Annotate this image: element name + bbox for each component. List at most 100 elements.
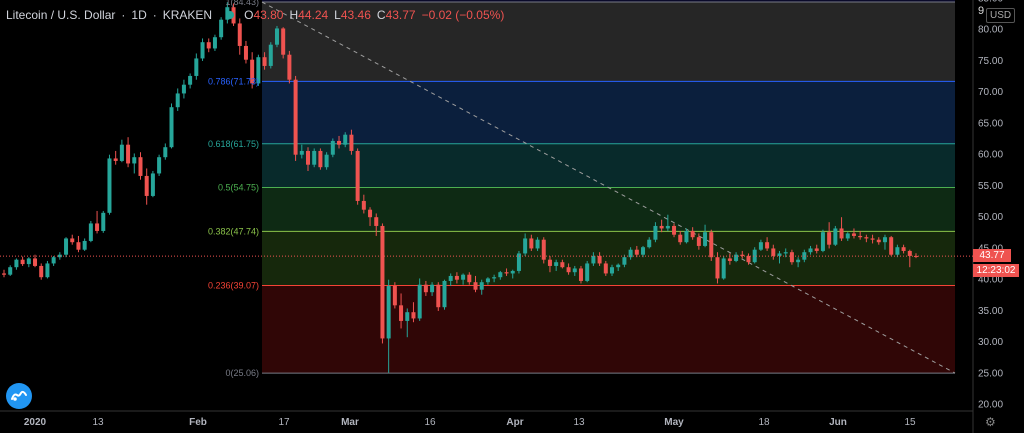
candle-body [516,253,521,271]
candle-body [734,254,739,261]
candle [529,234,534,251]
candle [858,230,863,240]
candle [721,255,726,280]
candle-body [399,305,404,321]
candle-body [479,282,484,290]
candle [119,139,124,163]
ohlc-close: C43.77 [377,8,416,22]
candle [895,244,900,258]
candle-body [485,278,490,283]
candle-body [622,257,627,265]
candle-body [665,225,670,229]
currency-badge[interactable]: USD [986,8,1016,23]
candle-body [752,249,757,263]
candle [132,153,137,174]
candle [516,250,521,274]
candle-body [833,228,838,245]
candle-body [243,45,248,60]
candle [194,53,199,80]
candle-body [324,154,329,168]
time-tick-label: 16 [424,417,436,428]
candle-body [132,157,137,164]
candle [212,34,217,51]
candle [243,40,248,64]
candle [541,237,546,264]
candle-body [101,212,106,231]
candle-body [858,235,863,238]
gear-icon[interactable]: ⚙ [985,415,996,429]
fib-zone [262,285,955,374]
symbol-name[interactable]: Litecoin / U.S. Dollar [6,8,116,22]
high-value: 44.24 [298,8,329,22]
candle [641,245,646,258]
ohlc-open: O43.80 [244,8,283,22]
candle [504,268,509,276]
candle-body [603,263,608,274]
candle [827,222,832,249]
candle-body [641,247,646,255]
candle [430,282,435,296]
candle-body [808,248,813,253]
fib-level-label: 0.382(47.74) [208,226,259,236]
price-tick-label: 55.00 [978,181,1003,192]
interval[interactable]: 1D [131,8,147,22]
candle-body [64,238,69,255]
candle [361,194,366,214]
candle [101,210,106,233]
candle-body [796,259,801,263]
candle [907,249,912,268]
candle [566,263,571,275]
candle [262,52,267,70]
candle-body [889,237,894,255]
candle [765,237,770,251]
ohlc-high: H44.24 [289,8,328,22]
candle-body [299,150,304,155]
candle [734,252,739,263]
candle-body [864,237,869,239]
candle-body [436,284,441,308]
candle-body [423,284,428,293]
candle-body [529,238,534,249]
candle [318,148,323,170]
candle-body [740,254,745,256]
candle-body [461,274,466,280]
candle [206,38,211,53]
candle-body [417,284,422,319]
candle [839,217,844,241]
candle [634,245,639,258]
candle [200,38,205,61]
candle-body [659,225,664,229]
candle [175,88,180,111]
candle-body [628,249,633,258]
candle [70,234,75,245]
price-tick-label: 30.00 [978,337,1003,348]
tradingview-logo-icon[interactable] [6,383,32,409]
candle-body [169,107,174,148]
fibonacci-trend-line[interactable] [261,1,956,374]
candle-body [349,134,354,151]
change-value: −0.02 (−0.05%) [421,8,505,22]
candle [417,278,422,321]
symbol-legend[interactable]: Litecoin / U.S. Dollar · 1D · KRAKEN O43… [6,8,504,22]
time-axis[interactable]: 2020 13 Feb 17 Mar 16 Apr 13 May 18 Jun 15 [24,417,916,428]
candle [814,244,819,254]
candle [696,233,701,250]
candle [901,244,906,254]
candle-body [814,248,819,251]
candle-body [547,259,552,266]
candle-body [473,282,478,290]
candle [330,138,335,158]
candle-body [554,262,559,266]
time-tick-label: Jun [829,417,847,428]
last-price-tag: 43.77 [973,249,1011,263]
candle [610,264,614,276]
candle [380,223,385,344]
candle [560,259,565,269]
time-tick-label: 13 [92,417,104,428]
price-axis[interactable]: 20.00 25.00 30.00 35.00 40.00 45.00 50.00 55.00… [978,0,1003,411]
candle-body [405,312,410,321]
candle [26,257,31,268]
candle-body [2,273,6,275]
candle [169,103,174,149]
